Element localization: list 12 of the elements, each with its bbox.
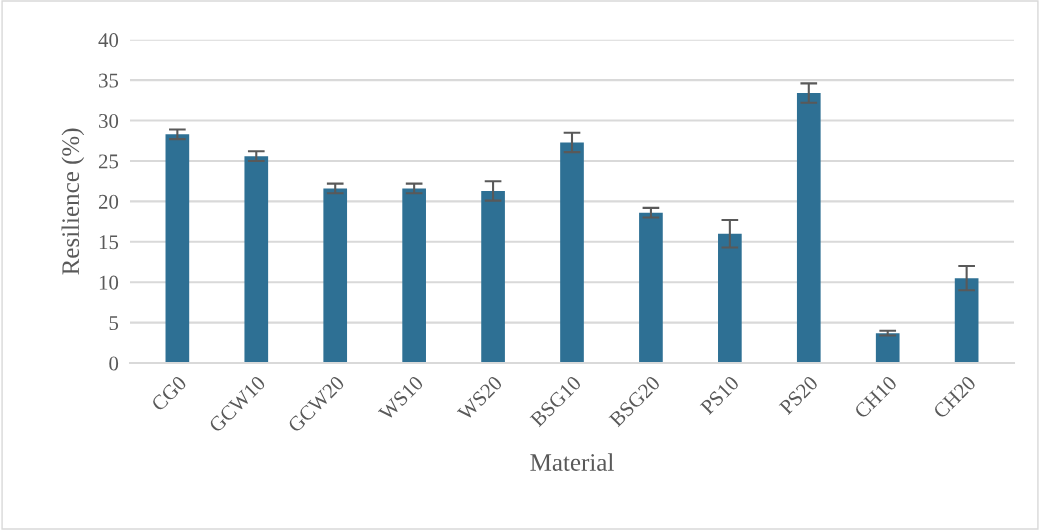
y-tick-label: 30 xyxy=(99,113,119,129)
y-tick-label: 15 xyxy=(99,235,119,250)
y-tick-label: 5 xyxy=(109,316,119,331)
y-tick-label: 35 xyxy=(99,73,119,88)
y-tick-label: 20 xyxy=(98,194,119,209)
y-tick-label: 25 xyxy=(98,154,119,169)
x-tick-label: CG0 xyxy=(150,375,188,412)
y-tick-label: 40 xyxy=(98,33,119,48)
y-tick-label: 0 xyxy=(109,356,119,371)
x-axis-title: Material xyxy=(530,453,614,471)
y-axis-title: Resilience (%) xyxy=(61,128,85,275)
y-tick-label: 10 xyxy=(99,275,119,290)
